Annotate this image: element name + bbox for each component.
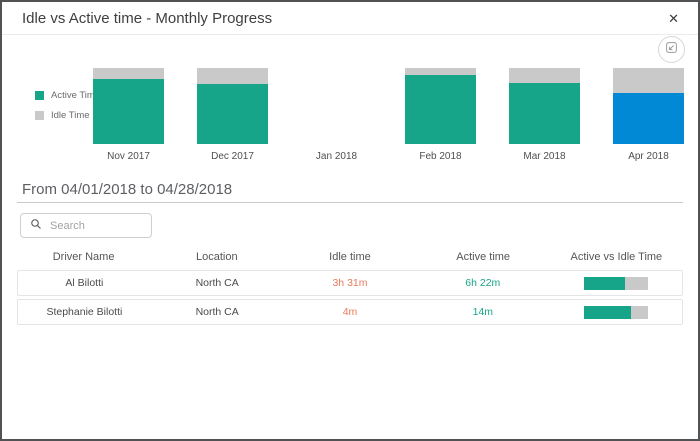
active-vs-idle-bar	[583, 305, 648, 319]
chart-column[interactable]: Apr 2018	[613, 68, 684, 162]
table-row[interactable]: Al Bilotti North CA 3h 31m 6h 22m	[17, 270, 683, 296]
column-header-location: Location	[195, 251, 238, 263]
legend-item-active-time[interactable]: Active Time	[35, 90, 100, 101]
column-header-idle-time: Idle time	[329, 251, 371, 263]
driver-name-cell: Stephanie Bilotti	[46, 306, 123, 318]
close-icon[interactable]: ✕	[668, 10, 679, 26]
section-divider	[17, 202, 683, 203]
active-segment	[509, 83, 580, 144]
legend-item-idle-time[interactable]: Idle Time	[35, 110, 100, 121]
search-box	[20, 213, 152, 238]
period-heading: From 04/01/2018 to 04/28/2018	[22, 181, 233, 198]
chart-columns: Nov 2017 Dec 2017 Jan 2018 Feb 2018 Mar …	[93, 68, 684, 162]
column-header-active-time: Active time	[456, 251, 511, 263]
active-fill	[583, 276, 625, 290]
month-label: Jan 2018	[315, 151, 358, 162]
month-label: Mar 2018	[523, 151, 566, 162]
column-header-active-vs-idle: Active vs Idle Time	[570, 251, 663, 263]
idle-time-swatch	[35, 111, 44, 120]
export-image-icon	[665, 41, 678, 59]
active-segment	[93, 78, 164, 144]
active-segment	[405, 74, 476, 144]
dialog-titlebar: Idle vs Active time - Monthly Progress ✕	[2, 2, 698, 35]
table-header-row: Driver Name Location Idle time Active ti…	[17, 251, 683, 263]
search-icon	[30, 217, 42, 235]
location-cell: North CA	[195, 277, 239, 289]
chart-column[interactable]: Dec 2017	[197, 68, 268, 162]
active-vs-idle-bar	[583, 276, 648, 290]
month-label: Apr 2018	[628, 151, 669, 162]
active-time-cell: 6h 22m	[465, 277, 501, 289]
active-fill	[583, 305, 631, 319]
dialog-title: Idle vs Active time - Monthly Progress	[22, 9, 273, 27]
legend-label: Active Time	[51, 90, 101, 101]
idle-time-cell: 3h 31m	[332, 277, 368, 289]
active-vs-idle-cell	[549, 305, 682, 319]
active-time-cell: 14m	[472, 306, 493, 318]
export-button[interactable]	[658, 36, 685, 63]
chart-column[interactable]: Mar 2018	[509, 68, 580, 162]
search-input[interactable]	[48, 218, 142, 233]
chart-column[interactable]: Nov 2017	[93, 68, 164, 162]
month-label: Dec 2017	[211, 151, 254, 162]
column-header-driver-name: Driver Name	[52, 251, 115, 263]
legend-label: Idle Time	[51, 110, 90, 121]
month-label: Nov 2017	[107, 151, 150, 162]
monthly-progress-chart: Active Time Idle Time Nov 2017 Dec 2017 …	[2, 68, 698, 168]
chart-column[interactable]: Jan 2018	[301, 68, 372, 162]
table-row[interactable]: Stephanie Bilotti North CA 4m 14m	[17, 299, 683, 325]
driver-name-cell: Al Bilotti	[65, 277, 104, 289]
month-label: Feb 2018	[419, 151, 462, 162]
idle-segment	[509, 68, 580, 84]
active-time-swatch	[35, 91, 44, 100]
chart-column[interactable]: Feb 2018	[405, 68, 476, 162]
idle-segment	[197, 68, 268, 84]
idle-time-cell: 4m	[342, 306, 358, 318]
location-cell: North CA	[195, 306, 239, 318]
idle-segment	[93, 68, 164, 79]
active-segment	[613, 93, 684, 144]
active-segment	[197, 83, 268, 144]
idle-segment	[613, 68, 684, 94]
active-vs-idle-cell	[549, 276, 682, 290]
idle-segment	[405, 68, 476, 75]
chart-legend: Active Time Idle Time	[35, 90, 100, 130]
